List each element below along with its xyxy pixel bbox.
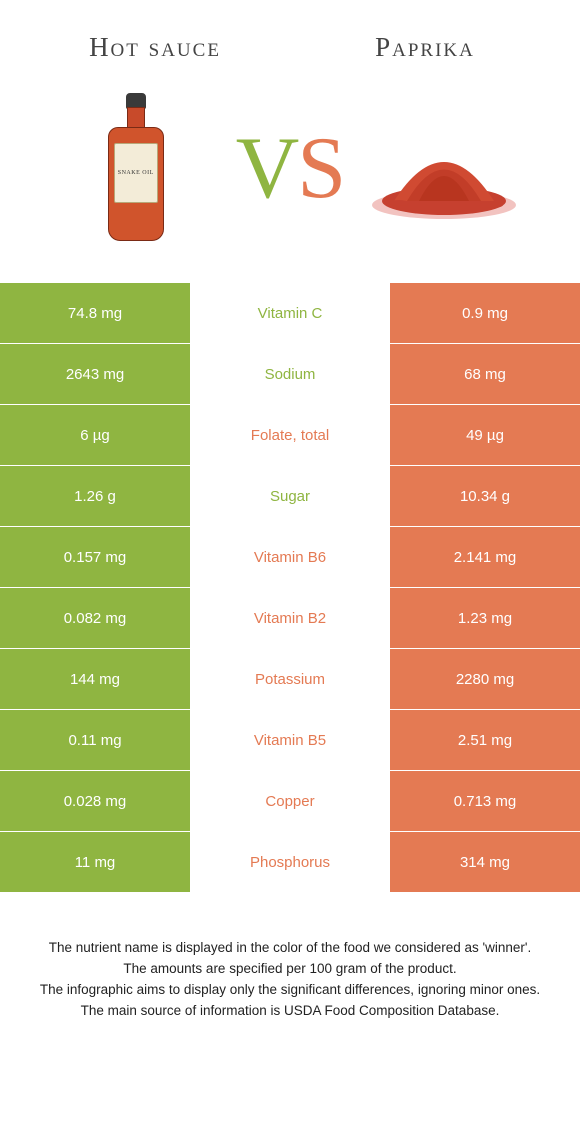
nutrient-label: Potassium — [190, 649, 390, 709]
table-row: 0.082 mgVitamin B21.23 mg — [0, 588, 580, 649]
nutrient-label: Vitamin C — [190, 283, 390, 343]
value-right: 10.34 g — [390, 466, 580, 526]
footer-notes: The nutrient name is displayed in the co… — [0, 893, 580, 1042]
table-row: 11 mgPhosphorus314 mg — [0, 832, 580, 893]
infographic-container: Hot sauce Paprika SNAKE OIL VS — [0, 0, 580, 1042]
value-right: 1.23 mg — [390, 588, 580, 648]
footer-line: The nutrient name is displayed in the co… — [28, 938, 552, 959]
value-left: 144 mg — [0, 649, 190, 709]
paprika-pile-icon — [369, 113, 519, 223]
bottle-label-text: SNAKE OIL — [118, 170, 154, 176]
header: Hot sauce Paprika — [0, 0, 580, 73]
title-right: Paprika — [290, 32, 560, 63]
nutrient-label: Phosphorus — [190, 832, 390, 892]
table-row: 74.8 mgVitamin C0.9 mg — [0, 283, 580, 344]
value-left: 1.26 g — [0, 466, 190, 526]
vs-s: S — [297, 120, 344, 217]
nutrient-label: Sodium — [190, 344, 390, 404]
table-row: 1.26 gSugar10.34 g — [0, 466, 580, 527]
value-right: 68 mg — [390, 344, 580, 404]
table-row: 2643 mgSodium68 mg — [0, 344, 580, 405]
nutrient-label: Copper — [190, 771, 390, 831]
nutrient-label: Vitamin B6 — [190, 527, 390, 587]
value-right: 314 mg — [390, 832, 580, 892]
value-right: 2.141 mg — [390, 527, 580, 587]
value-left: 74.8 mg — [0, 283, 190, 343]
value-right: 0.9 mg — [390, 283, 580, 343]
table-row: 144 mgPotassium2280 mg — [0, 649, 580, 710]
table-row: 0.11 mgVitamin B52.51 mg — [0, 710, 580, 771]
nutrient-table: 74.8 mgVitamin C0.9 mg2643 mgSodium68 mg… — [0, 283, 580, 893]
vs-v: V — [236, 120, 298, 217]
value-left: 0.11 mg — [0, 710, 190, 770]
value-left: 0.028 mg — [0, 771, 190, 831]
table-row: 0.157 mgVitamin B62.141 mg — [0, 527, 580, 588]
value-right: 2280 mg — [390, 649, 580, 709]
value-right: 0.713 mg — [390, 771, 580, 831]
value-left: 0.082 mg — [0, 588, 190, 648]
nutrient-label: Vitamin B2 — [190, 588, 390, 648]
footer-line: The main source of information is USDA F… — [28, 1001, 552, 1022]
value-right: 2.51 mg — [390, 710, 580, 770]
footer-line: The infographic aims to display only the… — [28, 980, 552, 1001]
value-left: 0.157 mg — [0, 527, 190, 587]
vs-label: VS — [236, 118, 345, 219]
table-row: 6 µgFolate, total49 µg — [0, 405, 580, 466]
value-left: 11 mg — [0, 832, 190, 892]
hero-row: SNAKE OIL VS — [0, 73, 580, 283]
value-right: 49 µg — [390, 405, 580, 465]
nutrient-label: Vitamin B5 — [190, 710, 390, 770]
footer-line: The amounts are specified per 100 gram o… — [28, 959, 552, 980]
nutrient-label: Folate, total — [190, 405, 390, 465]
paprika-image — [374, 83, 514, 253]
table-row: 0.028 mgCopper0.713 mg — [0, 771, 580, 832]
hot-sauce-image: SNAKE OIL — [66, 83, 206, 253]
value-left: 6 µg — [0, 405, 190, 465]
title-left: Hot sauce — [20, 32, 290, 63]
value-left: 2643 mg — [0, 344, 190, 404]
bottle-icon: SNAKE OIL — [106, 93, 166, 243]
nutrient-label: Sugar — [190, 466, 390, 526]
